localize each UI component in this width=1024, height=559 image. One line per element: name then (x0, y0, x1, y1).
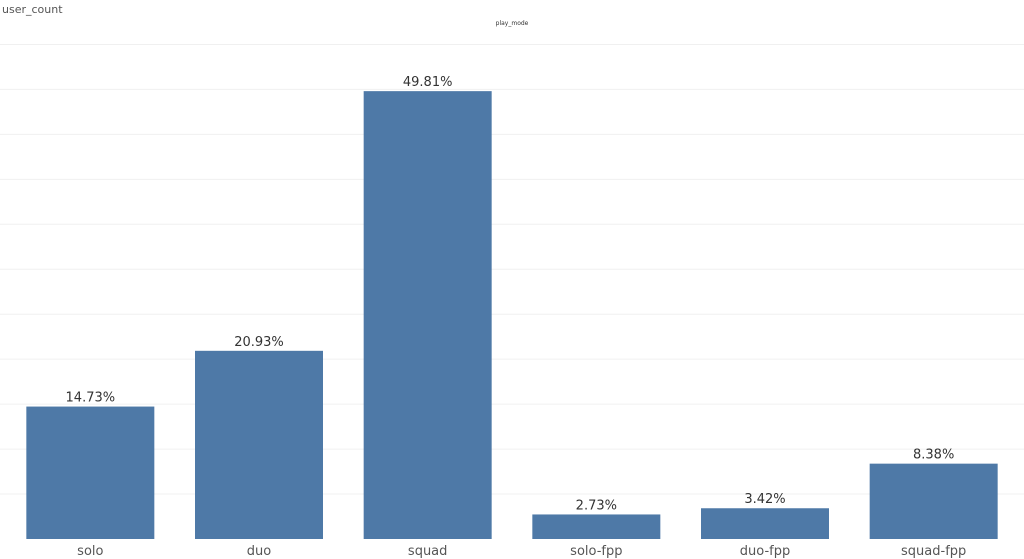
chart-title: play_mode (495, 20, 529, 27)
x-tick-squad: squad (408, 544, 447, 559)
bar-duo[interactable] (195, 350, 323, 539)
x-tick-squad-fpp: squad-fpp (901, 544, 966, 559)
value-label-duo-fpp: 3.42% (744, 492, 785, 507)
bar-solo-fpp[interactable] (532, 514, 661, 539)
value-label-squad: 49.81% (403, 75, 453, 90)
y-axis-label: user_count (2, 3, 63, 16)
bar-squad[interactable] (363, 91, 492, 539)
x-tick-duo-fpp: duo-fpp (740, 544, 790, 559)
value-label-solo: 14.73% (66, 391, 116, 406)
x-tick-labels: solo duo squad solo-fpp duo-fpp squad-fpp (77, 544, 966, 559)
value-label-squad-fpp: 8.38% (913, 448, 954, 463)
x-tick-duo: duo (247, 544, 271, 559)
x-tick-solo: solo (77, 544, 103, 559)
value-labels: 14.73% 20.93% 49.81% 2.73% 3.42% 8.38% (66, 75, 955, 513)
x-tick-solo-fpp: solo-fpp (570, 544, 622, 559)
value-label-duo: 20.93% (234, 335, 284, 350)
bars (26, 91, 998, 539)
bar-squad-fpp[interactable] (869, 463, 998, 539)
bar-solo[interactable] (26, 406, 155, 539)
bar-duo-fpp[interactable] (701, 508, 829, 539)
gridlines (0, 43, 1024, 495)
value-label-solo-fpp: 2.73% (576, 498, 617, 513)
